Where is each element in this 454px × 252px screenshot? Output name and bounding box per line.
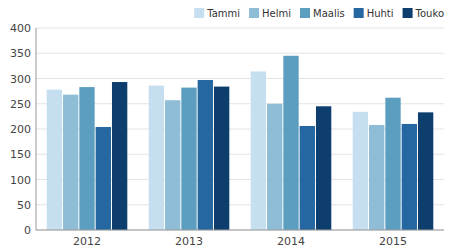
y-tick-label: 0 (24, 224, 31, 237)
bar (251, 71, 266, 230)
legend-swatch (403, 8, 413, 18)
bar (353, 112, 368, 230)
bar (214, 87, 229, 230)
bar (402, 124, 417, 230)
y-tick-label: 100 (10, 174, 31, 187)
x-tick-label: 2014 (277, 235, 305, 248)
bar (96, 127, 111, 230)
bar (63, 95, 78, 230)
chart: 0 50 100 150 200 250 300 350 400 2012 2013 2014 2015… (0, 0, 454, 252)
legend-swatch (249, 8, 259, 18)
legend-swatch (354, 8, 364, 18)
grid-line (36, 78, 444, 79)
bar (198, 80, 213, 230)
y-tick-label: 50 (17, 199, 31, 212)
bar (47, 90, 62, 230)
grid-line (36, 28, 444, 29)
y-tick-label: 200 (10, 123, 31, 136)
grid-line (36, 53, 444, 54)
legend: Tammi Helmi Maalis Huhti Touko (194, 8, 444, 19)
x-tick-label: 2012 (73, 235, 101, 248)
x-tick-label: 2013 (175, 235, 203, 248)
legend-label: Huhti (367, 8, 394, 19)
y-tick-label: 400 (10, 22, 31, 35)
bar (385, 98, 400, 230)
bar (369, 125, 384, 230)
y-tick-label: 350 (10, 47, 31, 60)
y-axis (36, 28, 37, 230)
bar (316, 106, 331, 230)
legend-label: Tammi (206, 8, 240, 19)
legend-swatch (194, 8, 204, 18)
grid-line (36, 230, 444, 231)
legend-swatch (300, 8, 310, 18)
x-tick-label: 2015 (379, 235, 407, 248)
bar (112, 82, 127, 230)
y-tick-label: 250 (10, 98, 31, 111)
legend-label: Maalis (313, 8, 345, 19)
legend-label: Touko (415, 8, 444, 19)
bar (165, 100, 180, 230)
y-tick-label: 150 (10, 148, 31, 161)
x-axis (36, 230, 444, 231)
bar (181, 88, 196, 230)
y-tick-label: 300 (10, 73, 31, 86)
bar (79, 87, 94, 230)
legend-label: Helmi (262, 8, 291, 19)
grid-line (36, 103, 444, 104)
bar (267, 104, 282, 230)
bar (149, 86, 164, 230)
bar (418, 112, 433, 230)
bar (283, 56, 298, 230)
bars (47, 56, 434, 230)
bar (300, 126, 315, 230)
